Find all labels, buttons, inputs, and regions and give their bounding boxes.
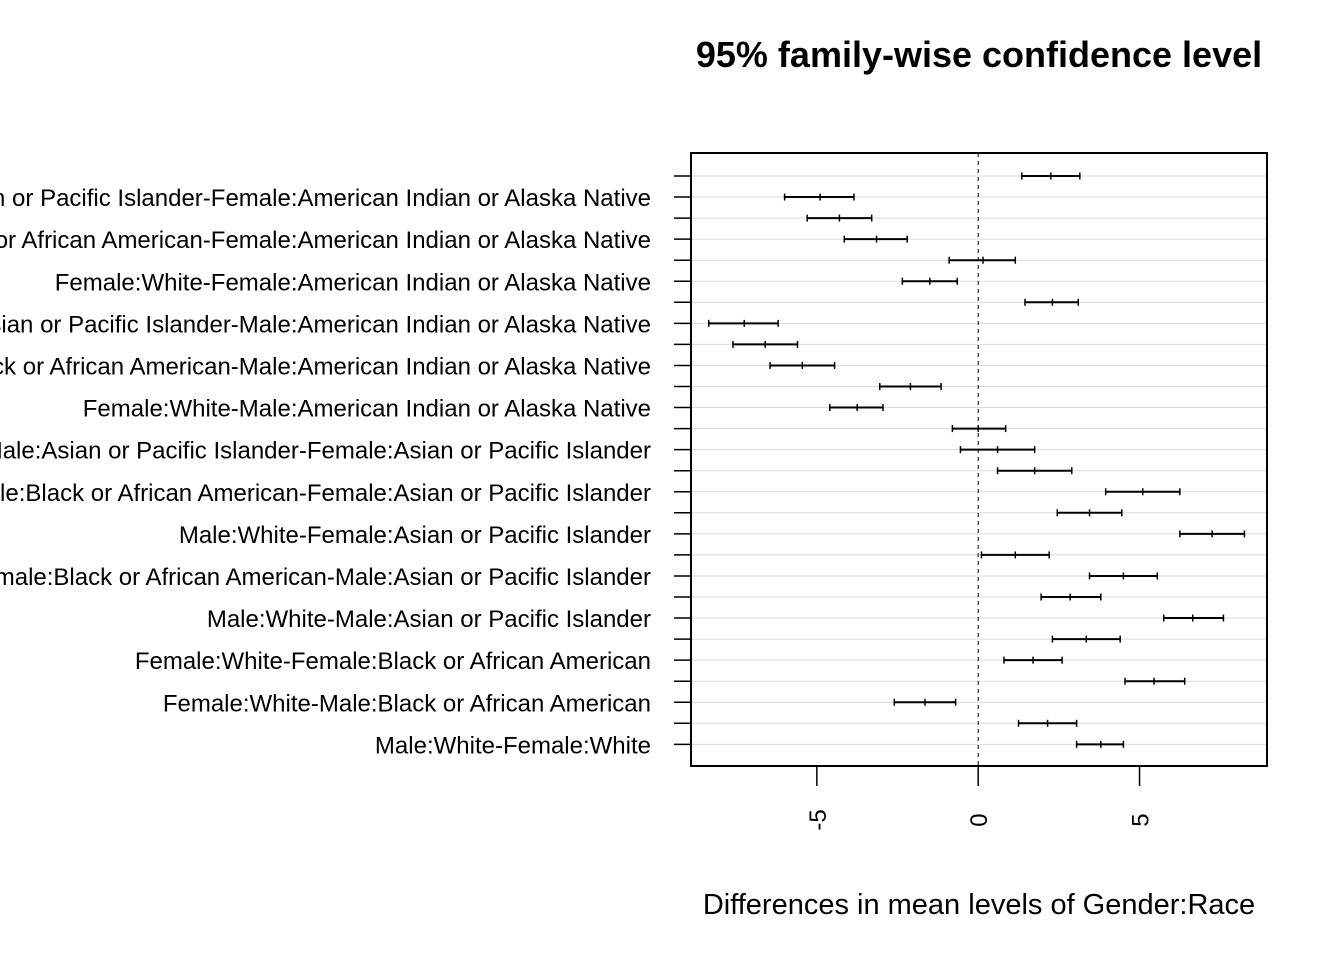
y-tick-label: Female:White-Female:Black or African Ame… (135, 648, 651, 675)
y-axis: Female:Asian or Pacific Islander-Female:… (0, 175, 691, 759)
y-tick-label: Female:White-Male:American Indian or Ala… (83, 396, 651, 423)
chart-title: 95% family-wise confidence level (696, 34, 1262, 75)
x-axis-label: Differences in mean levels of Gender:Rac… (703, 889, 1255, 921)
y-tick-label: Female:White-Female:American Indian or A… (55, 269, 651, 296)
y-tick-label: Female:Black or African American-Male:As… (0, 564, 651, 591)
y-tick-label: Male:White-Female:White (375, 732, 651, 759)
y-tick-label: Female:White-Male:Black or African Ameri… (163, 690, 651, 717)
x-tick-label: -5 (805, 809, 832, 830)
y-tick-label: Male:Asian or Pacific Islander-Female:As… (0, 438, 651, 465)
gridlines (691, 175, 1267, 745)
x-tick-label: 5 (1128, 813, 1155, 826)
y-tick-label: Female:Asian or Pacific Islander-Female:… (0, 185, 651, 212)
y-tick-label: Male:White-Female:Asian or Pacific Islan… (179, 522, 651, 549)
y-tick-label: Male:Black or African American-Male:Amer… (0, 353, 651, 380)
y-tick-label: Male:White-Male:Asian or Pacific Islande… (207, 606, 651, 633)
x-tick-label: 0 (966, 813, 993, 826)
plot-frame (690, 152, 1268, 767)
x-axis: -5 0 5 (805, 766, 1155, 831)
y-tick-label: Male:Black or African American-Female:As… (0, 480, 651, 507)
y-tick-label: Female:Black or African American-Female:… (0, 227, 651, 254)
y-tick-label: Male:Asian or Pacific Islander-Male:Amer… (0, 311, 651, 338)
confidence-intervals (707, 172, 1246, 748)
